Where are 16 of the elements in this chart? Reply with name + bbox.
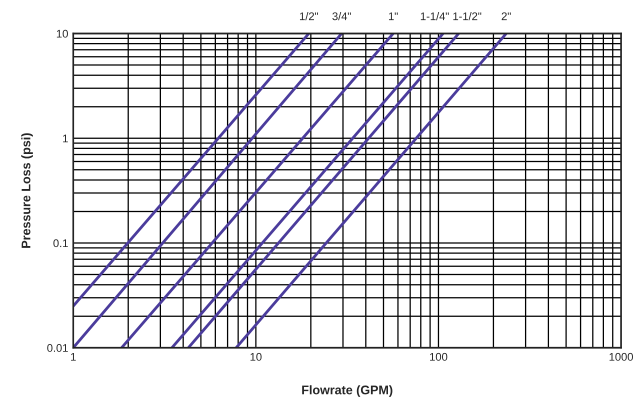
y-tick-label: 0.1 [53, 239, 68, 248]
y-tick-label: 10 [56, 30, 68, 38]
y-axis-title: Pressure Loss (psi) [21, 133, 33, 248]
series-label: 1/2" [300, 12, 318, 20]
x-tick-label: 100 [430, 352, 448, 361]
x-axis-title: Flowrate (GPM) [302, 385, 392, 397]
series-label: 1" [388, 12, 398, 20]
series-label: 1-1/4" [420, 12, 449, 20]
y-tick-label: 1 [63, 134, 68, 142]
series-label: 3/4" [332, 12, 351, 20]
series-label: 1-1/2" [453, 12, 482, 20]
x-tick-label: 1000 [610, 352, 633, 361]
y-tick-label: 0.01 [47, 344, 68, 352]
x-tick-label: 1 [71, 353, 76, 361]
series-label: 2" [502, 12, 511, 20]
x-tick-label: 10 [250, 352, 262, 361]
